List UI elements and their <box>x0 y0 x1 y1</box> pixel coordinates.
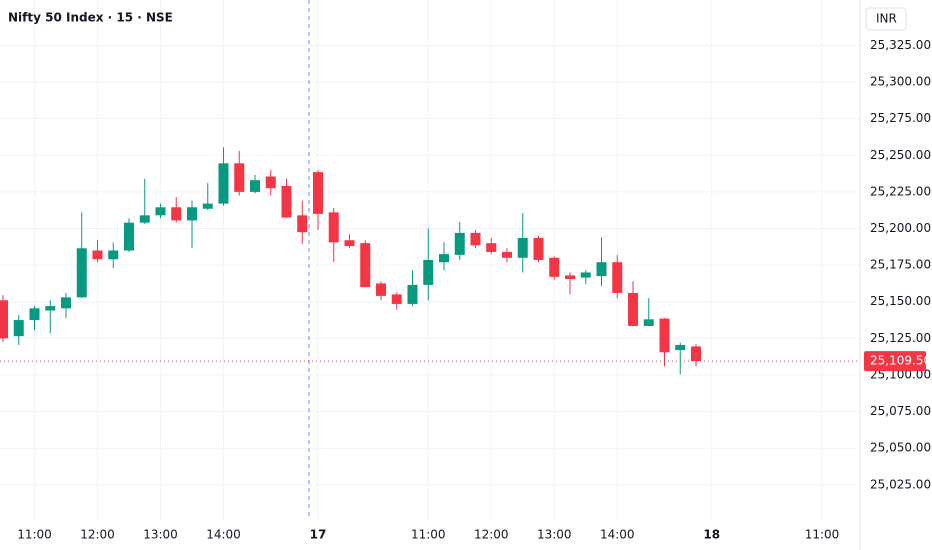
candle-body <box>76 248 87 298</box>
y-tick-label: 25,175.00 <box>870 258 931 272</box>
candle-body <box>565 275 575 280</box>
candle-body <box>423 260 434 285</box>
x-tick-label: 11:00 <box>805 528 840 542</box>
candle-body <box>124 222 134 251</box>
candle-body <box>580 272 591 278</box>
candle-body <box>675 344 686 351</box>
candle-body <box>407 284 418 304</box>
candle-body <box>139 215 150 223</box>
x-tick-label: 13:00 <box>537 528 572 542</box>
candle-body <box>376 283 386 296</box>
candle-body <box>439 254 449 263</box>
last-price-label: 25,109.50 <box>870 354 931 368</box>
chart-title: Nifty 50 Index · 15 · NSE <box>8 11 173 25</box>
y-tick-label: 25,250.00 <box>870 148 931 162</box>
candle-body <box>502 251 512 258</box>
candle-body <box>470 232 481 246</box>
candle-body <box>628 292 638 326</box>
candle-body <box>549 257 560 277</box>
candle-body <box>234 163 245 192</box>
y-tick-label: 25,275.00 <box>870 111 931 125</box>
candle-body <box>344 240 355 247</box>
candle-body <box>13 320 24 337</box>
y-tick-label: 25,050.00 <box>870 441 931 455</box>
x-tick-label: 12:00 <box>80 528 115 542</box>
currency-box[interactable] <box>865 7 907 31</box>
x-tick-label: 11:00 <box>17 528 52 542</box>
candle-body <box>218 163 229 204</box>
x-tick-label: 17 <box>310 528 327 542</box>
x-tick-label: 11:00 <box>411 528 446 542</box>
candle-body <box>297 215 308 233</box>
candle-body <box>45 306 56 311</box>
candle-body <box>454 232 465 255</box>
candle-body <box>659 318 670 353</box>
candle-body <box>265 176 276 189</box>
candle-body <box>171 207 182 221</box>
currency: INR <box>876 12 897 26</box>
candle-body <box>612 262 623 293</box>
y-tick-label: 25,125.00 <box>870 331 931 345</box>
candle-body <box>29 308 40 321</box>
y-tick-label: 25,225.00 <box>870 184 931 198</box>
candle-body <box>643 319 654 326</box>
x-tick-label: 14:00 <box>600 528 635 542</box>
candle-body <box>187 207 197 221</box>
y-tick-label: 25,075.00 <box>870 404 931 418</box>
y-tick-label: 25,325.00 <box>870 38 931 52</box>
candle-body <box>360 243 371 288</box>
y-tick-label: 25,200.00 <box>870 221 931 235</box>
candle-body <box>313 172 323 214</box>
candle-body <box>486 243 497 252</box>
x-tick-label: 18 <box>703 528 720 542</box>
candle-body <box>61 297 71 309</box>
candle-body <box>328 212 339 243</box>
y-tick-label: 25,025.00 <box>870 477 931 491</box>
x-tick-label: 12:00 <box>474 528 509 542</box>
candle-body <box>0 300 8 339</box>
candle-body <box>155 207 166 216</box>
candle-body <box>517 238 528 258</box>
x-tick-label: 14:00 <box>206 528 241 542</box>
candle-body <box>202 203 213 209</box>
candle-body <box>92 250 103 260</box>
candle-body <box>250 180 260 192</box>
candle-body <box>281 186 292 218</box>
last-price-box <box>864 351 926 372</box>
candle-body <box>533 238 544 260</box>
y-tick-label: 25,150.00 <box>870 294 931 308</box>
candle-body <box>596 262 607 277</box>
candle-body <box>691 346 701 362</box>
candle-body <box>108 250 119 260</box>
candle-body <box>391 294 402 304</box>
x-tick-label: 13:00 <box>143 528 178 542</box>
y-tick-label: 25,300.00 <box>870 75 931 89</box>
